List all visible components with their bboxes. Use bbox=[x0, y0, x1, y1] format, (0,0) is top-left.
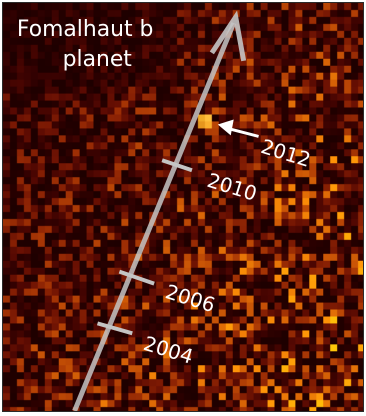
astronomy-image: Fomalhaut b planet 2012 2010 2006 2004 bbox=[2, 2, 364, 412]
year-label-2010: 2010 bbox=[204, 169, 259, 206]
year-label-2004: 2004 bbox=[141, 332, 196, 369]
year-label-2012: 2012 bbox=[258, 135, 313, 172]
annotation-overlay: Fomalhaut b planet 2012 2010 2006 2004 bbox=[17, 10, 313, 411]
title-line-2: planet bbox=[63, 47, 133, 72]
arrow-up-icon bbox=[209, 10, 247, 62]
tick-2006 bbox=[118, 269, 155, 286]
tick-2004 bbox=[96, 321, 133, 336]
pointer-shaft bbox=[227, 126, 259, 138]
year-label-2006: 2006 bbox=[163, 280, 218, 317]
orbital-track-line bbox=[72, 22, 237, 411]
tick-2010 bbox=[161, 158, 193, 173]
title-line-1: Fomalhaut b bbox=[17, 17, 153, 42]
arrow-left-icon bbox=[217, 119, 234, 136]
pixel-noise-background bbox=[3, 3, 363, 411]
